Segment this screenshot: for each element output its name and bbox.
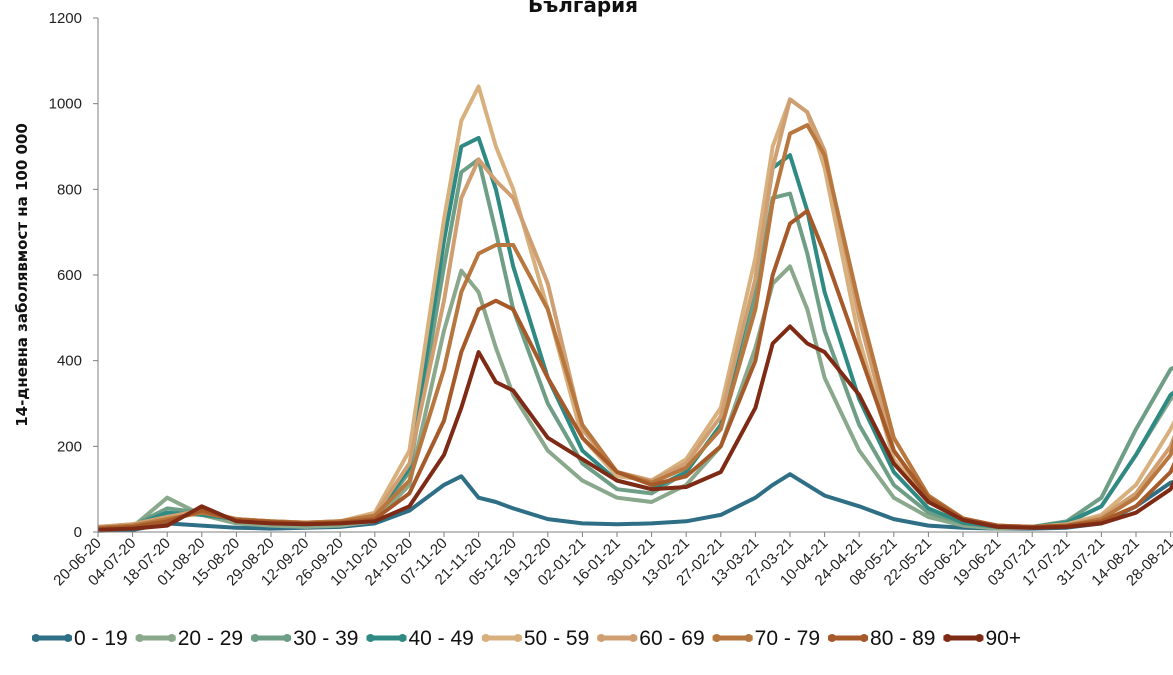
x-axis-ticks: 20-06-2004-07-2018-07-2001-08-2015-08-20… [50,532,1173,589]
legend-label: 90+ [985,627,1021,650]
legend-swatch-cap [135,634,144,642]
y-tick-label: 1000 [49,96,82,113]
legend-label: 70 - 79 [755,627,820,650]
y-tick-label: 200 [57,438,82,455]
legend-label: 40 - 49 [408,627,473,650]
legend-swatch-cap [597,634,606,642]
legend-swatch-cap [251,634,260,642]
y-tick-label: 0 [74,524,82,541]
legend-swatch-cap [943,634,952,642]
legend-swatch-cap [167,634,176,642]
y-axis-ticks: 0 200 400 600 800 1000 1200 [49,10,98,541]
legend-swatch-cap [398,634,407,642]
series-line-3 [98,135,1173,530]
legend-swatch-cap [64,634,72,642]
y-tick-label: 400 [57,353,82,370]
series-line-4 [98,84,1173,529]
y-axis-label: 14-дневна заболявмост на 100 000 [13,123,31,427]
y-tick-label: 800 [57,181,82,198]
series-layer [98,84,1173,533]
chart-title: България [528,0,638,17]
legend-swatch-cap [860,634,869,642]
series-line-6 [98,123,1173,530]
legend-swatch-cap [32,634,40,642]
legend-swatch-cap [744,634,753,642]
legend-swatch-cap [366,634,375,642]
legend-swatch-cap [481,634,490,642]
series-line-8 [98,324,1173,532]
legend-label: 60 - 69 [639,627,704,650]
legend-label: 30 - 39 [293,627,358,650]
legend-swatch-cap [513,634,522,642]
legend-swatch-cap [712,634,721,642]
legend-swatch-cap [629,634,638,642]
legend-label: 0 - 19 [74,627,128,650]
legend-label: 50 - 59 [524,627,589,650]
series-line-7 [98,208,1173,531]
y-tick-label: 1200 [49,10,82,27]
legend-swatch-cap [283,634,292,642]
legend-swatch-cap [828,634,837,642]
y-tick-label: 600 [57,267,82,284]
series-line-5 [98,97,1173,529]
series-line-1 [98,264,1173,531]
legend-swatch-cap [975,634,984,642]
legend-label: 80 - 89 [870,627,935,650]
series-line-2 [98,157,1173,530]
legend-label: 20 - 29 [178,627,243,650]
legend: 0 - 19 20 - 29 30 - 39 40 - 49 50 - 59 60 - 6… [32,627,1021,650]
